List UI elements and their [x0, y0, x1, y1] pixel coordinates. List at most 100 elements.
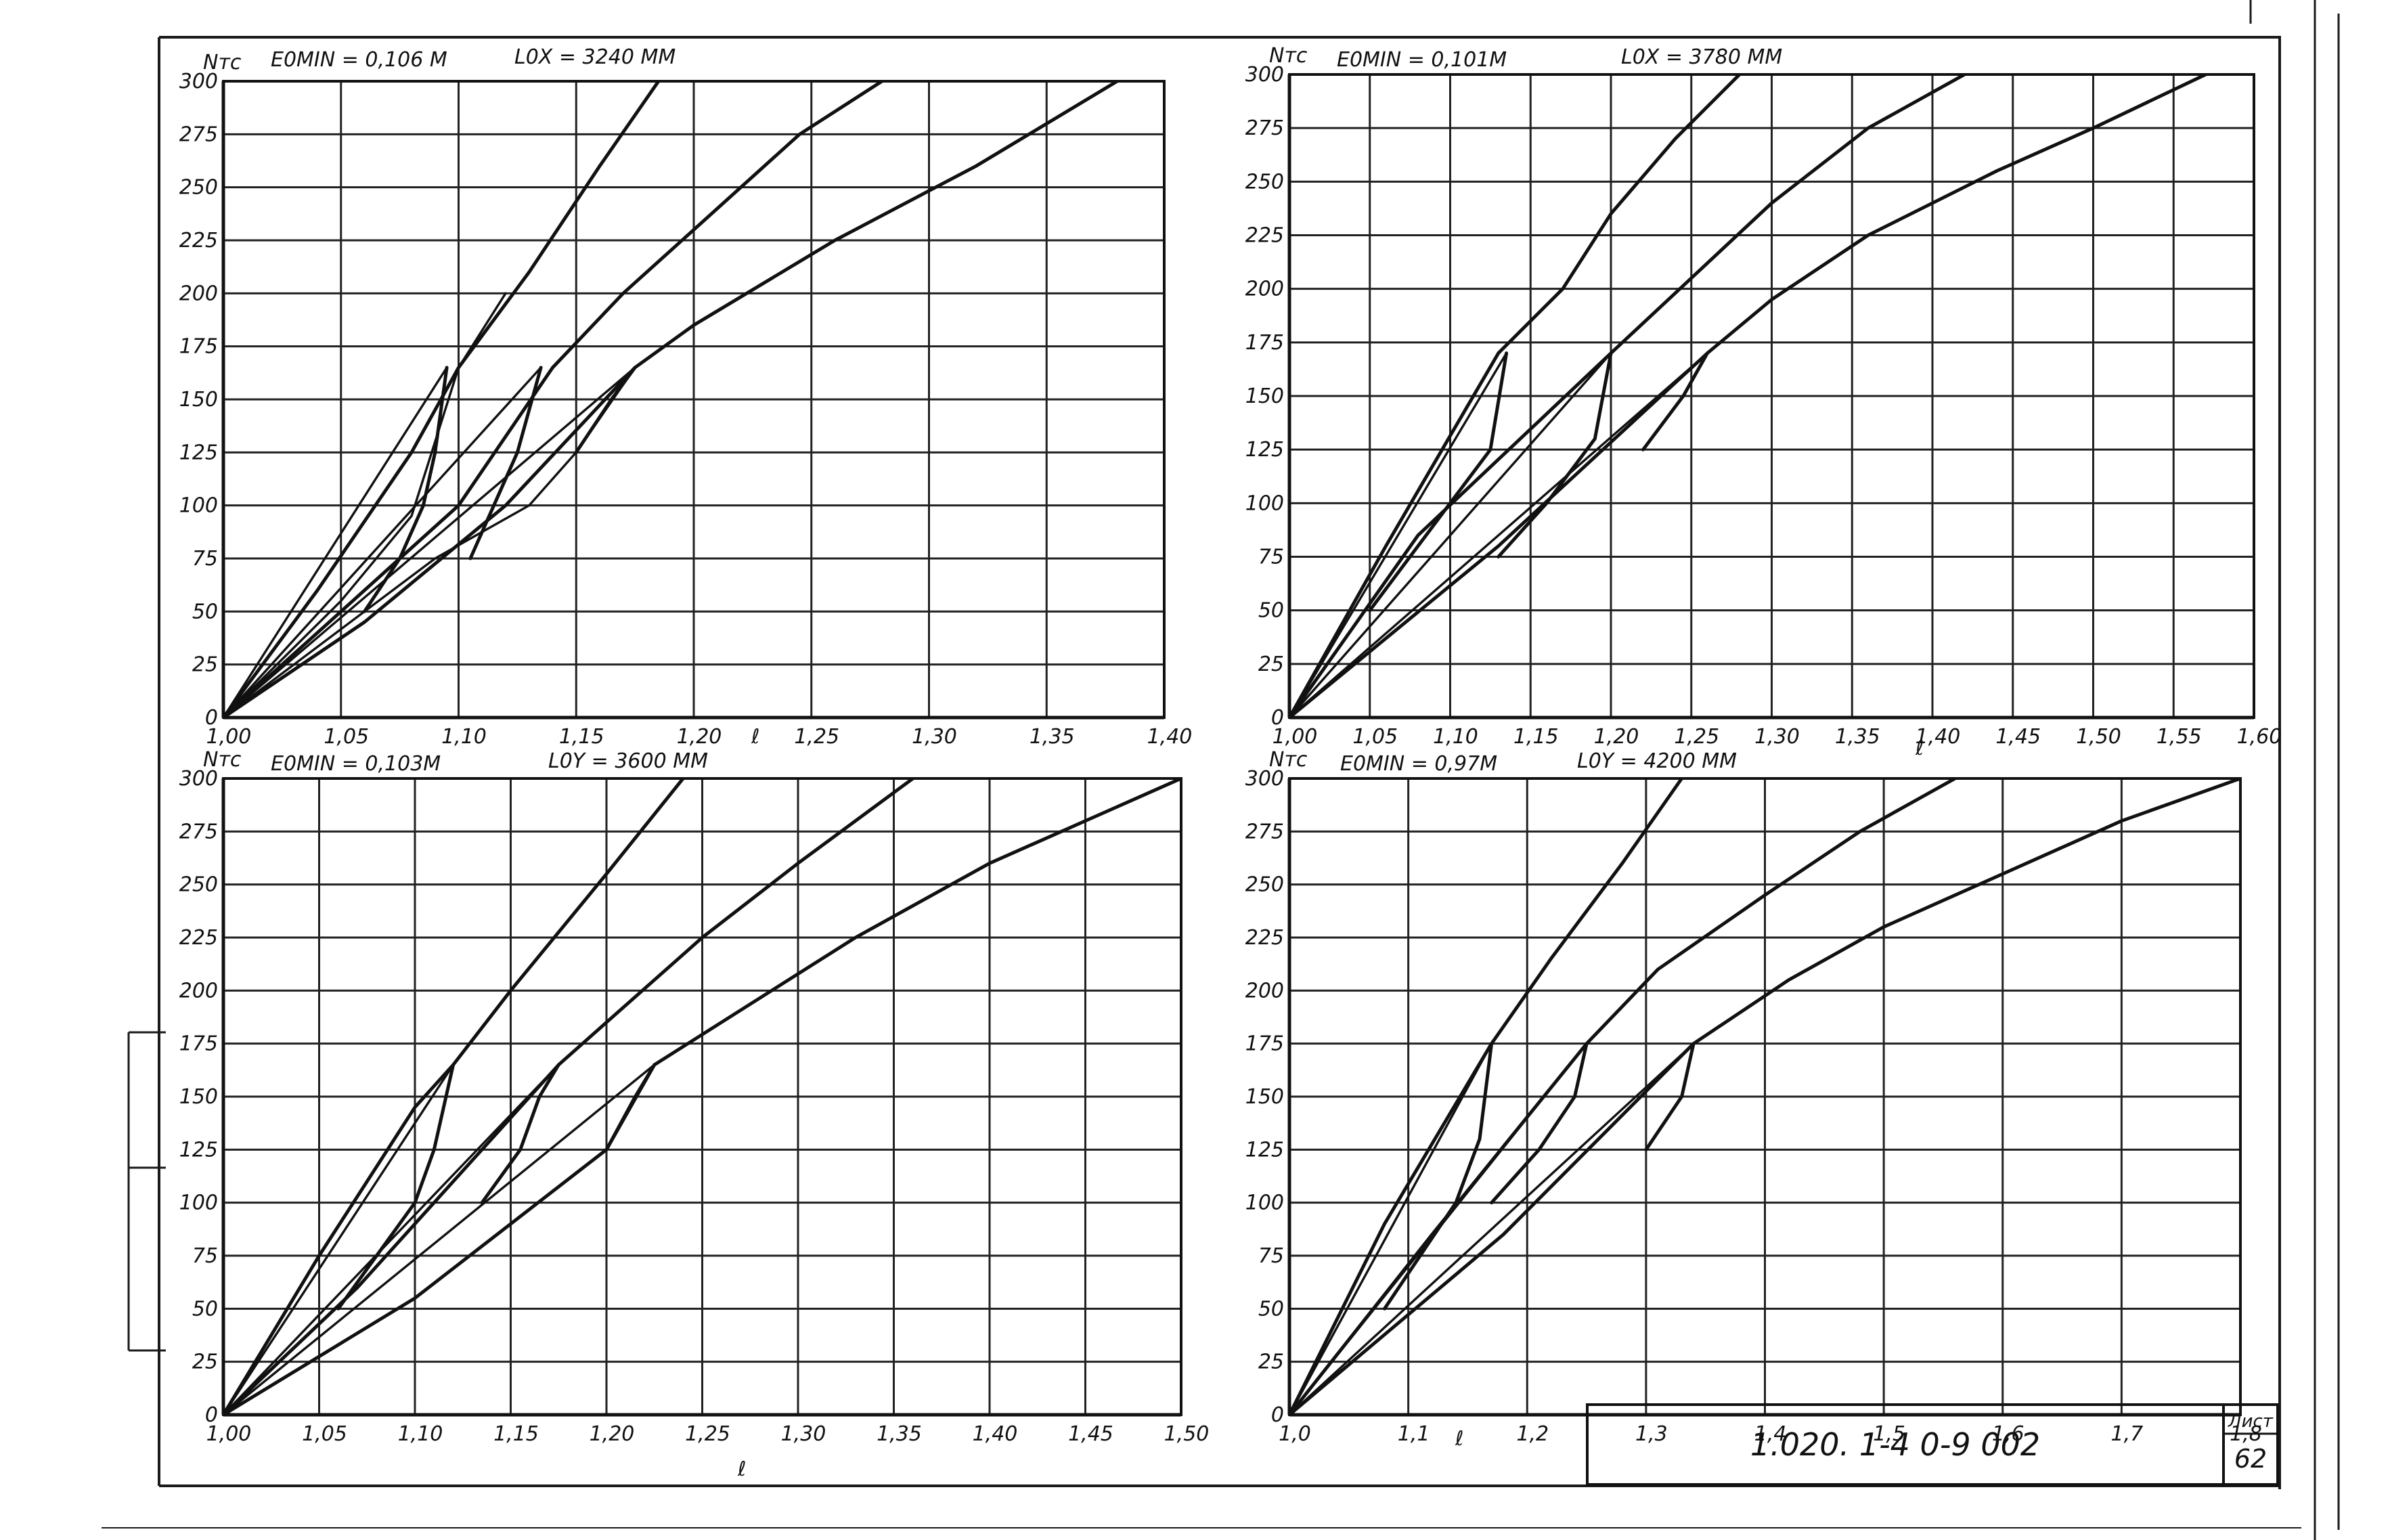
y-tick-label: 150 — [179, 388, 218, 412]
series-line-2 — [1289, 74, 1966, 718]
ray-line-2 — [1289, 352, 1612, 718]
y-tick-label: 175 — [1245, 1032, 1284, 1056]
x-tick-label: 1,05 — [302, 1422, 347, 1446]
y-axis-label: Nтс — [203, 748, 242, 772]
ray-line-3 — [223, 1063, 656, 1415]
bend-curve-3 — [1644, 1042, 1696, 1151]
y-tick-label: 175 — [179, 335, 218, 359]
bend-curve-1 — [336, 1063, 456, 1311]
y-tick-label: 25 — [192, 653, 218, 677]
bend-curve-1 — [1383, 1042, 1494, 1311]
y-tick-label: 150 — [179, 1085, 218, 1109]
emin-label: E0MIN = 0,101М — [1337, 48, 1507, 72]
x-axis-label: ℓ — [751, 725, 759, 749]
y-tick-label: 0 — [205, 706, 218, 730]
x-tick-label: 1,35 — [877, 1422, 922, 1446]
y-tick-label: 75 — [192, 1244, 218, 1268]
y-tick-label: 200 — [1245, 979, 1284, 1003]
y-tick-label: 0 — [1271, 1403, 1284, 1427]
y-tick-label: 225 — [179, 229, 218, 252]
bend-curve-3 — [574, 366, 637, 454]
chart-panel-4: 1,0 1,1 1,2 1,3 1,4 1,5 1,6 1,7 1,80255075100125… — [1245, 748, 2262, 1451]
x-tick-label: 1,3 — [1635, 1422, 1668, 1446]
x-tick-label: 1,7 — [2111, 1422, 2144, 1446]
x-tick-label: 1,60 — [2237, 725, 2282, 749]
x-tick-label: 1,5 — [1873, 1422, 1905, 1446]
x-tick-label: 1,0 — [1279, 1422, 1311, 1446]
x-tick-label: 1,40 — [973, 1422, 1018, 1446]
plot-area-border — [1288, 777, 2242, 1416]
ray-line-1 — [1289, 1042, 1493, 1415]
y-tick-label: 250 — [1245, 170, 1284, 194]
x-tick-label: 1,35 — [1835, 725, 1880, 749]
x-tick-label: 1,55 — [2156, 725, 2202, 749]
y-tick-label: 250 — [1245, 873, 1284, 897]
plot-area-border — [1288, 73, 2255, 719]
series-line-2 — [223, 778, 915, 1415]
bend-curve-2 — [480, 1063, 560, 1205]
ray-line-1 — [223, 366, 448, 718]
y-axis-label: Nтс — [203, 51, 242, 74]
y-tick-label: 300 — [1245, 63, 1284, 87]
y-axis-label: Nтс — [1269, 748, 1308, 772]
chart-panel-1: 1,00 1,05 1,10 1,15 1,20 1,25 1,30 1,35 1,40 0 25 5… — [179, 45, 1193, 749]
y-tick-label: 0 — [1271, 706, 1284, 730]
y-tick-label: 25 — [1258, 1350, 1284, 1374]
y-tick-label: 175 — [1245, 331, 1284, 355]
series-line-3 — [1289, 778, 2240, 1415]
plot-area-border — [222, 80, 1166, 719]
y-tick-label: 250 — [179, 873, 218, 897]
y-tick-label: 300 — [179, 70, 218, 93]
y-tick-label: 225 — [1245, 926, 1284, 950]
y-tick-label: 200 — [179, 979, 218, 1003]
x-tick-label: 1,15 — [493, 1422, 539, 1446]
x-tick-label: 1,45 — [1995, 725, 2041, 749]
y-tick-label: 125 — [179, 1138, 218, 1162]
emin-label: E0MIN = 0,106 М — [271, 48, 447, 72]
y-tick-label: 100 — [179, 494, 218, 518]
x-tick-label: 1,2 — [1516, 1422, 1549, 1446]
x-tick-label: 1,10 — [398, 1422, 443, 1446]
sheet-label: Лист — [2228, 1411, 2274, 1432]
x-tick-label: 1,20 — [590, 1422, 635, 1446]
y-tick-label: 75 — [192, 547, 218, 571]
y-tick-label: 275 — [179, 123, 218, 146]
x-tick-label: 1,40 — [1147, 725, 1193, 749]
x-tick-label: 1,4 — [1754, 1422, 1787, 1446]
length-label: L0X = 3780 ММ — [1621, 45, 1782, 69]
x-tick-label: 1,40 — [1916, 725, 1961, 749]
y-tick-label: 300 — [179, 767, 218, 791]
x-tick-label: 1,10 — [441, 725, 487, 749]
x-tick-label: 1,15 — [559, 725, 604, 749]
bend-curve-3 — [604, 1063, 657, 1151]
y-tick-label: 175 — [179, 1032, 218, 1056]
y-tick-label: 125 — [1245, 1138, 1284, 1162]
bend-curve-2 — [1490, 1042, 1589, 1205]
title-block: 1.020. 1-4 0-9 002 Лист 62 — [1586, 1403, 2279, 1486]
y-tick-label: 75 — [1258, 1244, 1284, 1268]
length-label: L0X = 3240 ММ — [514, 45, 676, 69]
ray-line-1 — [223, 1063, 455, 1415]
sheet-number: 62 — [2234, 1444, 2267, 1474]
x-tick-label: 1,20 — [1594, 725, 1639, 749]
y-tick-label: 50 — [1258, 599, 1284, 623]
y-tick-label: 200 — [1245, 278, 1284, 301]
plot-area-border — [222, 777, 1182, 1416]
x-axis-label: ℓ — [1455, 1427, 1463, 1451]
ray-line-2 — [1289, 1042, 1588, 1415]
title-block-frame — [1586, 1403, 2279, 1486]
y-tick-label: 100 — [1245, 1191, 1284, 1215]
y-tick-label: 300 — [1245, 767, 1284, 791]
emin-label: E0MIN = 0,103М — [271, 752, 441, 776]
series-line-5 — [223, 292, 507, 718]
series-line-2 — [223, 81, 884, 718]
bend-curve-1 — [1368, 351, 1509, 613]
ray-line-2 — [223, 1063, 560, 1415]
series-line-3 — [223, 81, 1119, 718]
x-axis-label: ℓ — [1915, 736, 1924, 760]
ray-line-3 — [1289, 352, 1709, 718]
x-tick-label: 1,30 — [781, 1422, 826, 1446]
x-tick-label: 1,50 — [2076, 725, 2121, 749]
ray-line-3 — [223, 366, 636, 718]
